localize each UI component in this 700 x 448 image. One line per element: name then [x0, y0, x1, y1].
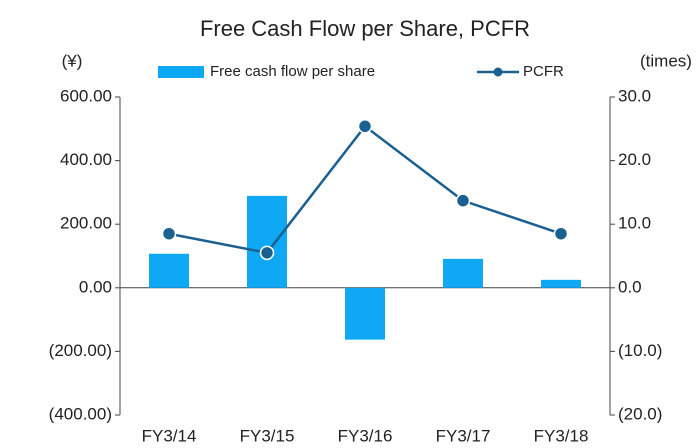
y-tick-label: 600.00 — [60, 86, 112, 105]
marker — [553, 226, 569, 241]
legend-label: Free cash flow per share — [210, 63, 375, 80]
legend-marker — [493, 67, 503, 77]
y2-tick-label: 20.0 — [618, 150, 651, 169]
marker — [455, 193, 471, 208]
legend-swatch — [158, 66, 204, 78]
bar — [345, 287, 385, 340]
y2-tick-label: 30.0 — [618, 86, 651, 105]
y-tick-label: 200.00 — [60, 214, 112, 233]
y-tick-label: (400.00) — [49, 404, 112, 423]
x-tick-label: FY3/16 — [338, 426, 393, 445]
marker — [259, 245, 275, 261]
y-axis-label: (¥) — [62, 51, 83, 70]
y-tick-label: (200.00) — [49, 341, 112, 360]
y2-axis-label: (times) — [640, 51, 692, 70]
bar — [247, 195, 287, 288]
y-tick-label: 400.00 — [60, 150, 112, 169]
chart-title: Free Cash Flow per Share, PCFR — [200, 16, 530, 41]
x-tick-label: FY3/14 — [142, 426, 197, 445]
y2-tick-label: 0.0 — [618, 277, 642, 296]
bar — [443, 258, 483, 288]
marker — [161, 226, 177, 241]
legend-label: PCFR — [523, 63, 564, 80]
line — [168, 124, 562, 255]
y-tick-label: 0.00 — [79, 277, 112, 296]
marker — [357, 119, 373, 134]
x-tick-label: FY3/15 — [240, 426, 295, 445]
bar — [541, 279, 581, 288]
x-tick-label: FY3/17 — [436, 426, 491, 445]
bar — [149, 253, 189, 288]
y2-tick-label: (20.0) — [618, 404, 662, 423]
x-tick-label: FY3/18 — [534, 426, 589, 445]
y2-tick-label: (10.0) — [618, 341, 662, 360]
y2-tick-label: 10.0 — [618, 214, 651, 233]
